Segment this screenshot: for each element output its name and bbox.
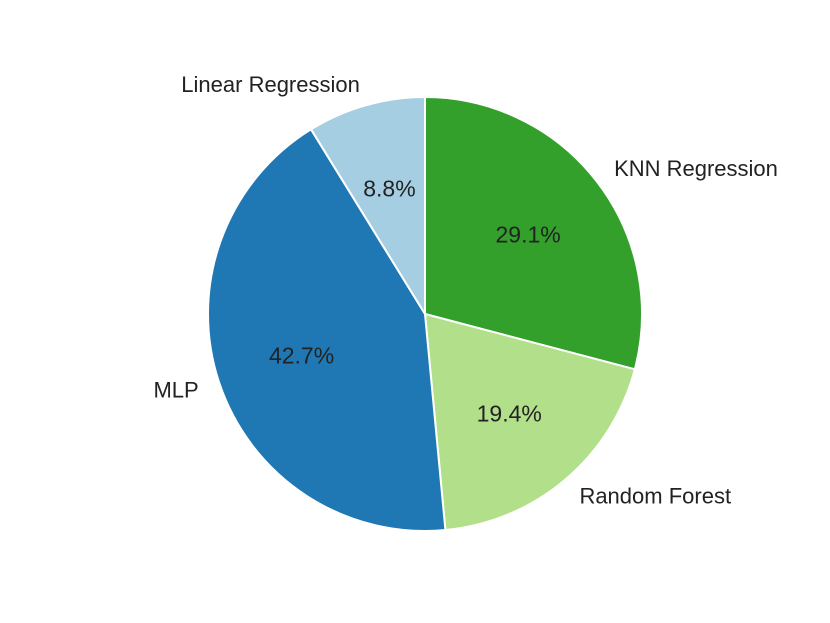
category-label-linear-regression: Linear Regression	[181, 72, 360, 97]
category-label-knn-regression: KNN Regression	[614, 156, 778, 181]
pie-slice-mlp	[207, 128, 447, 532]
pie-slice-linear-regression	[310, 96, 426, 315]
pie-slices	[207, 96, 643, 532]
category-labels: KNN Regression Random Forest MLP Linear Reg…	[153, 72, 777, 509]
category-label-random-forest: Random Forest	[579, 483, 731, 508]
pie-slice-random-forest	[424, 313, 636, 532]
pct-label-mlp: 42.7%	[269, 342, 334, 368]
pie-slice-knn-regression	[424, 96, 643, 371]
pct-label-linear-regression: 8.8%	[363, 176, 415, 202]
pct-label-knn-regression: 29.1%	[496, 222, 561, 248]
pct-label-random-forest: 19.4%	[477, 400, 542, 426]
percentage-labels: 29.1% 19.4% 42.7% 8.8%	[269, 176, 561, 427]
category-label-mlp: MLP	[153, 377, 198, 402]
